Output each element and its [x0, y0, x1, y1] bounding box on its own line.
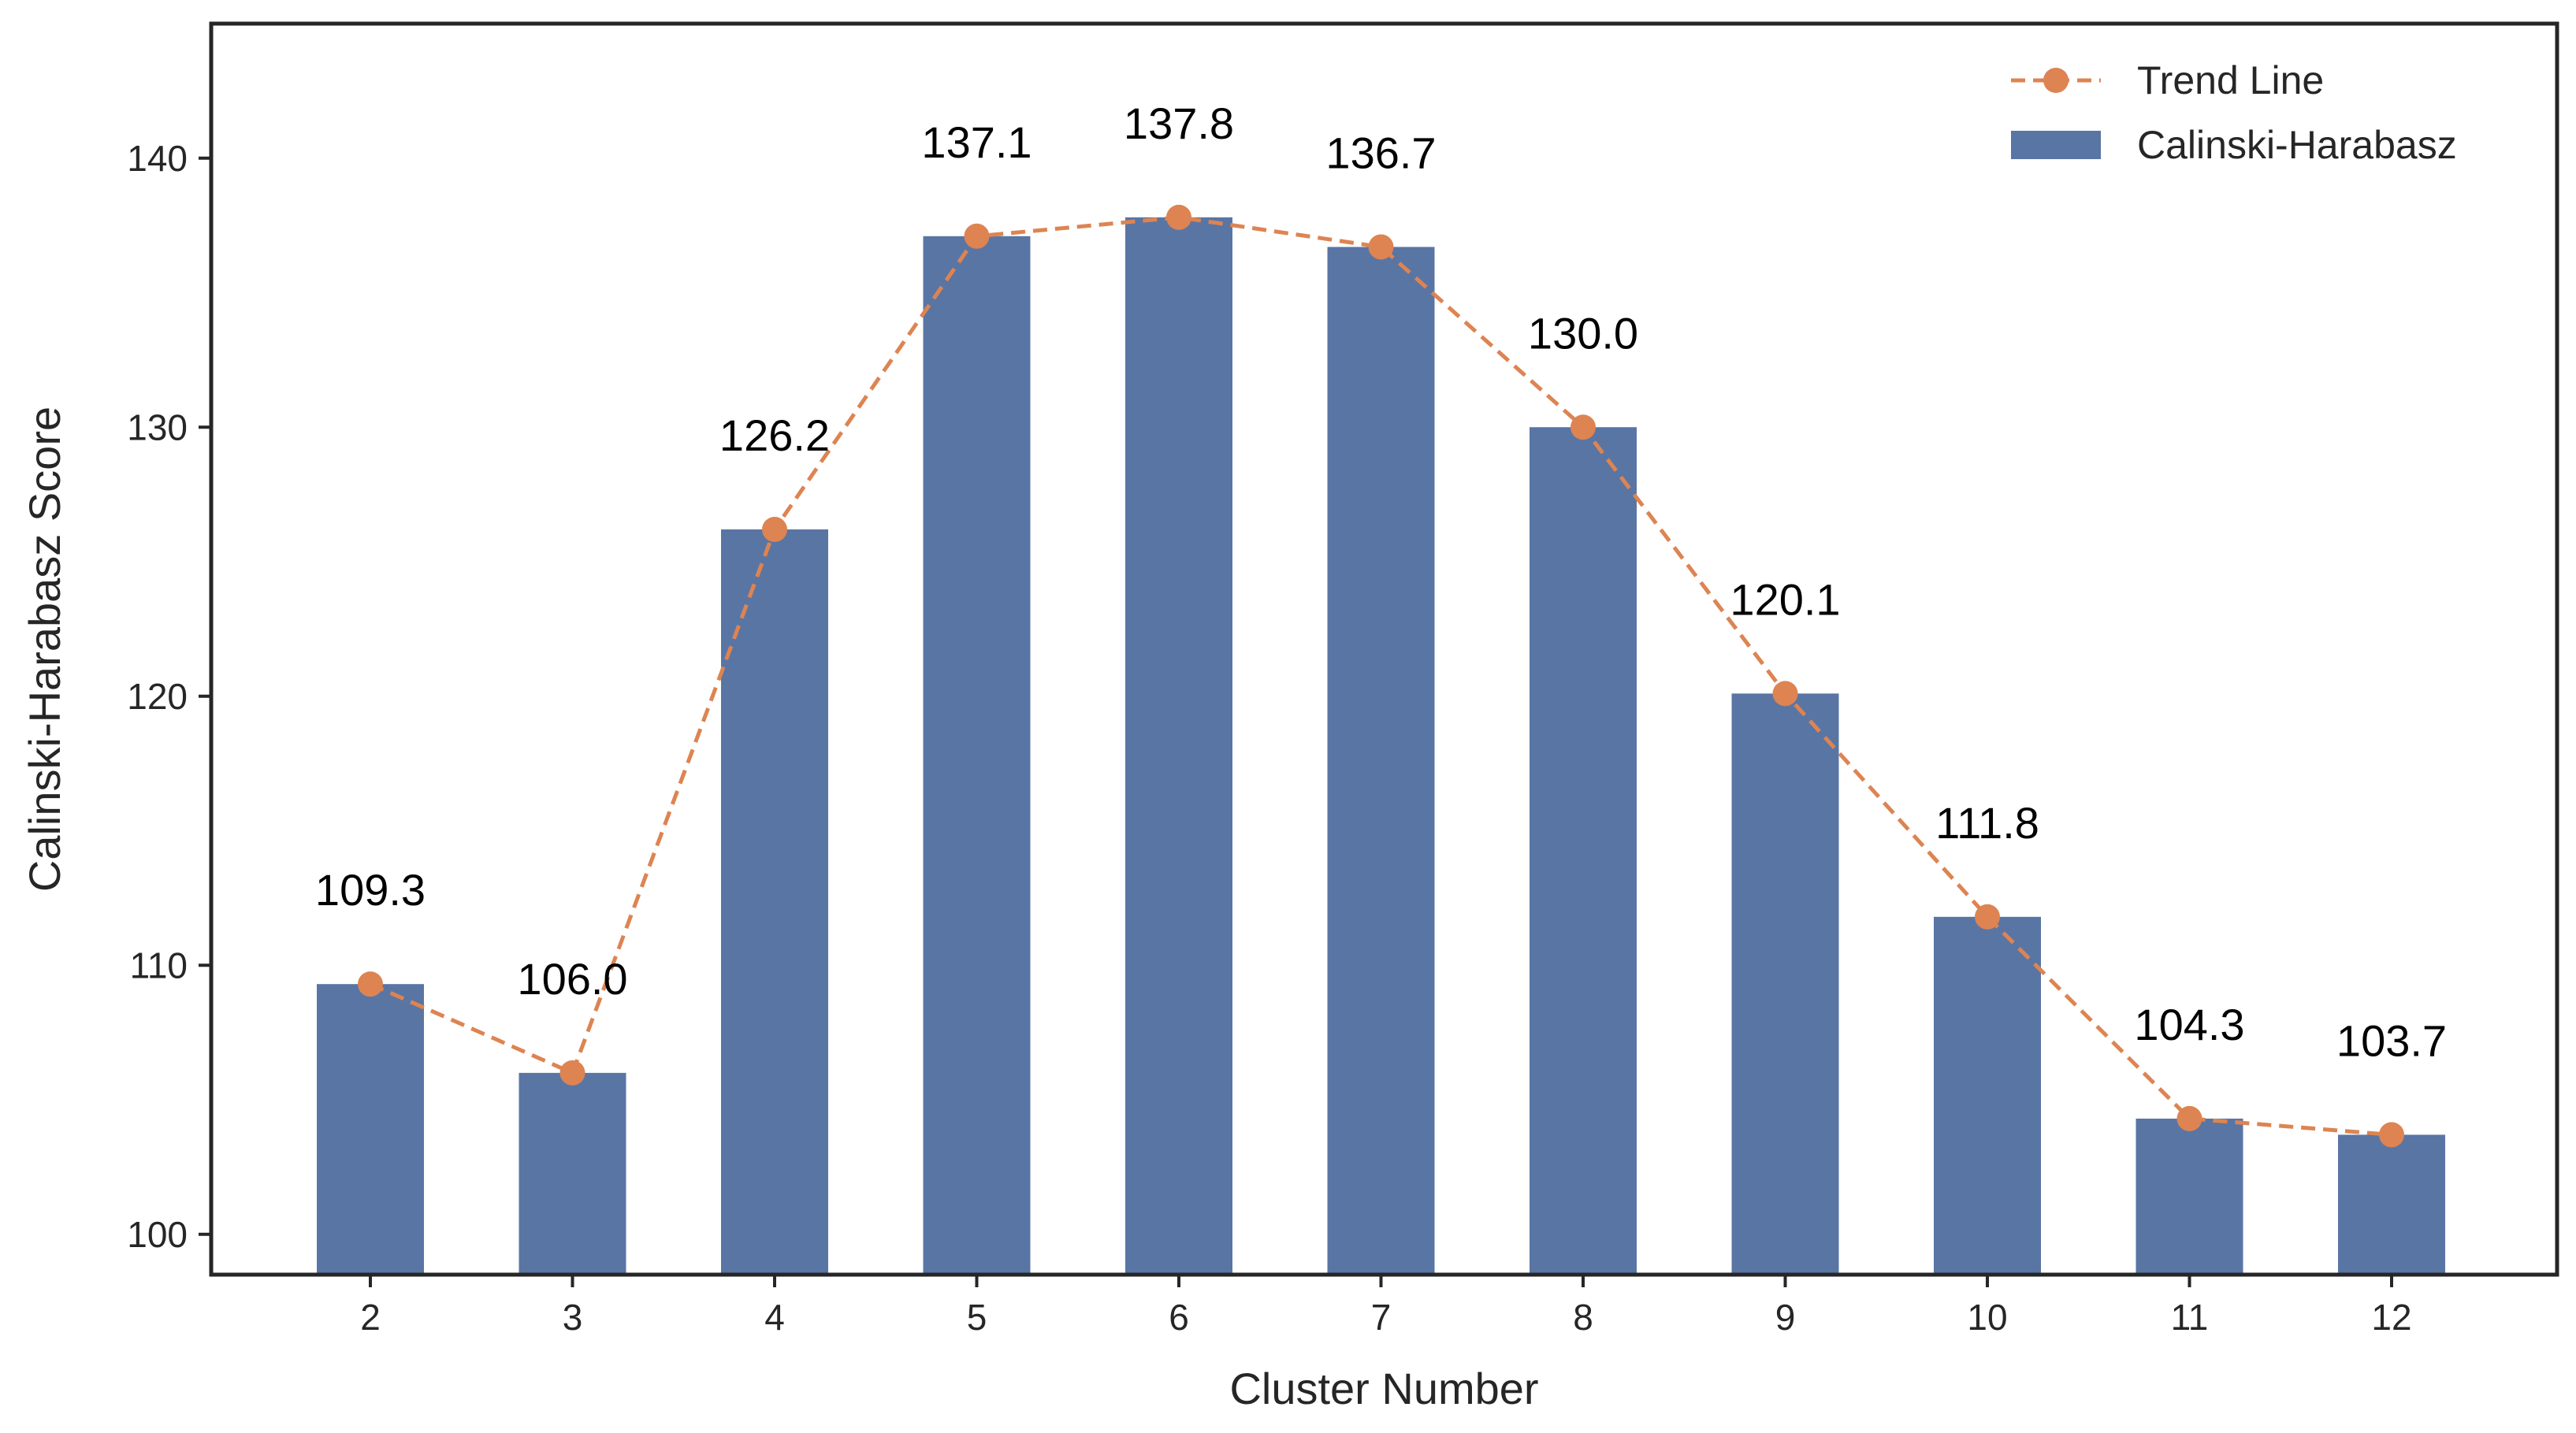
x-axis-title: Cluster Number: [1229, 1364, 1538, 1413]
x-tick-label: 3: [563, 1297, 583, 1338]
x-ticks-layer: 2 3 4 5 6 7 8 9 10 11 12: [360, 1275, 2412, 1338]
data-label-cluster-11: 104.3: [2134, 1000, 2244, 1049]
trend-point-cluster-6: [1166, 204, 1191, 230]
x-tick-label: 9: [1775, 1297, 1796, 1338]
trend-point-cluster-8: [1571, 414, 1596, 440]
axes-layer: [209, 21, 2559, 1277]
trend-point-cluster-4: [762, 517, 787, 543]
data-label-cluster-3: 106.0: [517, 954, 627, 1004]
bar-cluster-11: [2136, 1118, 2243, 1275]
trend-line-layer: [358, 204, 2404, 1148]
legend-trend-line-marker: [2043, 68, 2069, 93]
y-tick-label: 110: [130, 945, 188, 986]
bars-layer: [317, 217, 2445, 1275]
bar-cluster-8: [1530, 427, 1637, 1275]
trend-point-cluster-9: [1772, 681, 1798, 707]
trend-line: [369, 215, 2392, 1137]
bar-cluster-6: [1125, 217, 1232, 1275]
bar-cluster-7: [1327, 247, 1435, 1275]
y-tick-label: 100: [127, 1214, 188, 1255]
trend-point-cluster-12: [2379, 1122, 2404, 1148]
y-tick-label: 130: [127, 407, 188, 447]
x-tick-label: 5: [967, 1297, 987, 1338]
trend-point-cluster-11: [2176, 1105, 2202, 1131]
x-tick-label: 4: [764, 1297, 785, 1338]
y-tick-label: 140: [127, 138, 188, 179]
y-ticks-layer: 100 110 120 130 140: [127, 138, 211, 1255]
bar-cluster-10: [1934, 916, 2041, 1275]
x-tick-label: 2: [360, 1297, 381, 1338]
x-tick-label: 11: [2171, 1297, 2209, 1338]
data-label-cluster-2: 109.3: [315, 865, 426, 915]
x-tick-label: 7: [1371, 1297, 1392, 1338]
trend-point-cluster-7: [1368, 234, 1394, 260]
legend-entry-calinski-harabasz: Calinski-Harabasz: [2011, 123, 2457, 167]
x-tick-label: 12: [2371, 1297, 2411, 1338]
x-tick-label: 8: [1573, 1297, 1593, 1338]
y-tick-label: 120: [127, 676, 188, 717]
legend-entry-trend-line: Trend Line: [2011, 58, 2324, 102]
plot-frame: [209, 21, 2559, 1277]
data-label-cluster-8: 130.0: [1528, 308, 1638, 358]
data-label-cluster-6: 137.8: [1124, 98, 1234, 148]
x-tick-label: 6: [1169, 1297, 1189, 1338]
bar-cluster-5: [923, 236, 1031, 1275]
legend-label-calinski-harabasz: Calinski-Harabasz: [2137, 123, 2457, 167]
bar-cluster-9: [1731, 693, 1839, 1275]
trend-point-cluster-2: [358, 971, 383, 997]
data-labels-layer: 109.3 106.0 126.2 137.1 137.8 136.7 130.0 120.1…: [315, 98, 2447, 1066]
data-label-cluster-9: 120.1: [1730, 574, 1840, 624]
data-label-cluster-12: 103.7: [2336, 1015, 2447, 1065]
legend: Trend Line Calinski-Harabasz: [2011, 58, 2457, 167]
bar-cluster-4: [721, 529, 828, 1275]
data-label-cluster-7: 136.7: [1325, 128, 1436, 177]
trend-point-cluster-10: [1975, 904, 2000, 930]
bar-cluster-2: [317, 984, 424, 1275]
data-label-cluster-5: 137.1: [921, 117, 1032, 167]
bar-cluster-12: [2338, 1134, 2445, 1275]
data-label-cluster-10: 111.8: [1935, 798, 2039, 848]
legend-label-trend-line: Trend Line: [2137, 58, 2324, 102]
data-label-cluster-4: 126.2: [719, 410, 830, 460]
legend-calinski-harabasz-swatch: [2011, 131, 2101, 159]
x-tick-label: 10: [1967, 1297, 2007, 1338]
y-axis-title: Calinski-Harabasz Score: [20, 407, 69, 892]
trend-point-cluster-5: [964, 223, 990, 249]
bar-cluster-3: [519, 1072, 626, 1275]
trend-point-cluster-3: [559, 1060, 585, 1086]
